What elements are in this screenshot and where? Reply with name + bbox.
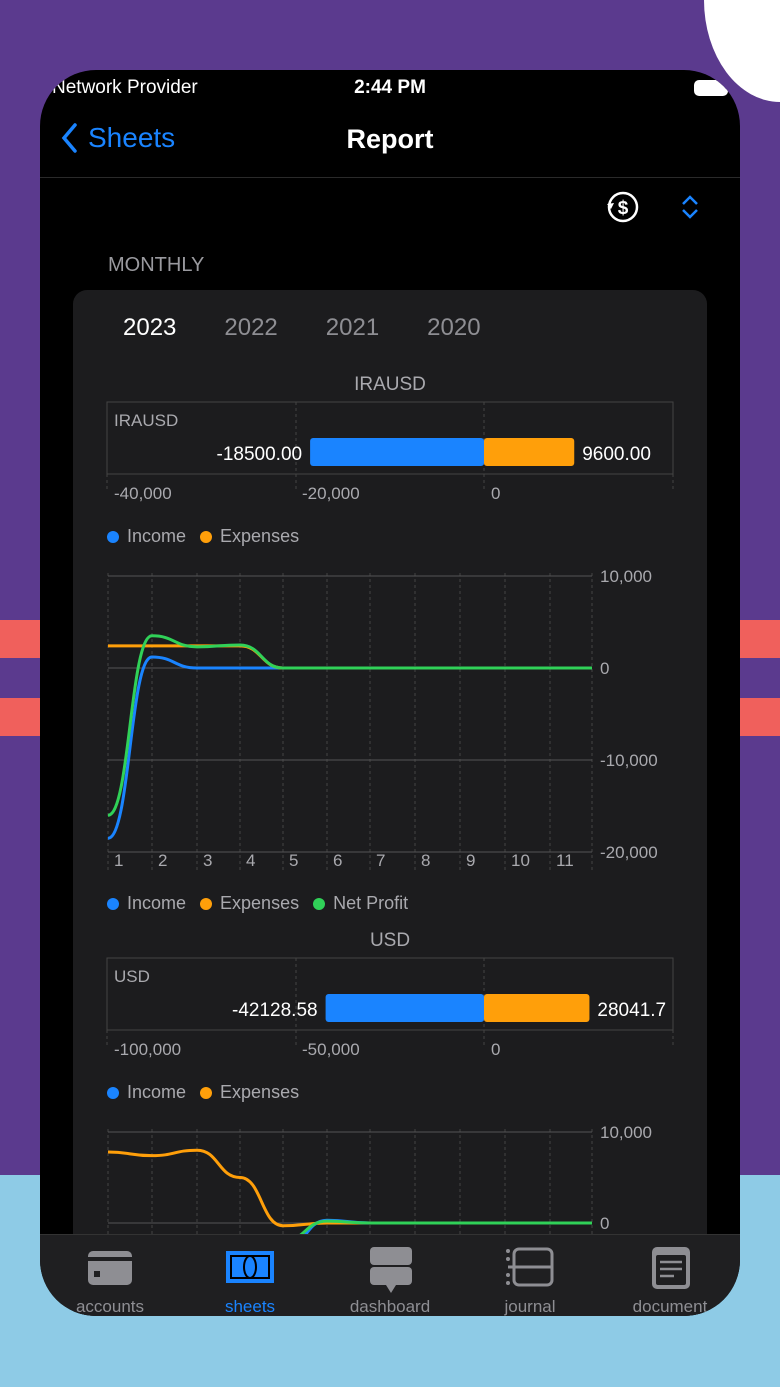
dashboard-icon xyxy=(370,1247,412,1293)
navigation-bar: Sheets Report xyxy=(40,106,740,178)
year-tab[interactable]: 2021 xyxy=(325,314,380,341)
axis-tick-label: -40,000 xyxy=(114,484,172,503)
back-button[interactable]: Sheets xyxy=(60,122,175,154)
tab-label: document xyxy=(632,1297,708,1316)
clock: 2:44 PM xyxy=(354,77,426,98)
section-header: MONTHLY xyxy=(108,254,205,276)
document-icon xyxy=(652,1247,690,1289)
year-tab[interactable]: 2023 xyxy=(123,314,177,341)
legend-expenses: Expenses xyxy=(200,526,299,547)
bar-expenses xyxy=(484,994,590,1022)
axis-tick-label: 0 xyxy=(491,484,500,503)
y-tick-label: 10,000 xyxy=(600,1123,652,1142)
year-selector: 2023 2022 2021 2020 xyxy=(123,314,481,342)
value-label-expenses: 9600.00 xyxy=(582,444,651,465)
tab-document[interactable]: document xyxy=(605,1235,735,1316)
year-tab[interactable]: 2020 xyxy=(427,314,481,341)
x-tick-label: 1 xyxy=(114,851,123,870)
series-line-expenses xyxy=(107,1148,592,1228)
axis-tick-label: -100,000 xyxy=(114,1040,181,1059)
x-tick-label: 4 xyxy=(246,851,255,870)
axis-tick-label: 0 xyxy=(491,1040,500,1059)
axis-tick-label: -20,000 xyxy=(302,484,360,503)
tab-label: accounts xyxy=(75,1297,145,1316)
x-tick-label: 11 xyxy=(556,851,574,870)
x-tick-label: 8 xyxy=(421,851,430,870)
tab-label: sheets xyxy=(224,1297,276,1316)
y-tick-label: 0 xyxy=(600,659,609,678)
legend: Income Expenses xyxy=(107,1082,299,1103)
currency-refresh-icon[interactable]: $ xyxy=(606,190,640,224)
value-label-income: -18500.00 xyxy=(217,444,303,465)
y-tick-label: -20,000 xyxy=(600,843,658,862)
report-card: 2023 2022 2021 2020 IRAUSD IRAUSD -18500.… xyxy=(73,290,707,1316)
y-tick-label: 0 xyxy=(600,1214,609,1233)
value-label-income: -42128.58 xyxy=(232,1000,318,1021)
series-line-net-profit xyxy=(282,1219,592,1243)
chevron-up-down-icon[interactable] xyxy=(680,194,700,220)
legend-income: Income xyxy=(107,893,186,914)
battery-icon xyxy=(694,80,728,96)
series-line-income xyxy=(107,655,592,840)
legend-income: Income xyxy=(107,1082,186,1103)
legend-net-profit: Net Profit xyxy=(313,893,408,914)
svg-text:$: $ xyxy=(618,198,629,219)
tab-accounts[interactable]: accounts xyxy=(45,1235,175,1316)
carrier: Network Provider xyxy=(52,77,198,98)
legend-expenses: Expenses xyxy=(200,1082,299,1103)
line-chart-irausd: 10,000 0 -10,000 -20,000 1 2 3 4 5 6 7 8 9 10 11 xyxy=(107,567,658,873)
status-bar: Network Provider 2:44 PM xyxy=(40,70,740,106)
legend: Income Expenses xyxy=(107,526,299,547)
category-label: USD xyxy=(114,967,150,986)
year-tab[interactable]: 2022 xyxy=(224,314,278,341)
x-tick-label: 7 xyxy=(376,851,385,870)
card-icon xyxy=(88,1251,132,1285)
tab-dashboard[interactable]: dashboard xyxy=(325,1235,455,1316)
chart-title: IRAUSD xyxy=(354,374,426,395)
bar-income xyxy=(310,438,484,466)
bar-chart-usd: USD -42128.58 28041.7 -100,000 -50,000 0 xyxy=(106,957,674,1059)
legend: Income Expenses Net Profit xyxy=(107,893,408,914)
y-tick-label: 10,000 xyxy=(600,567,652,586)
phone-screen: Network Provider 2:44 PM Sheets Report $… xyxy=(40,70,740,1316)
x-tick-label: 5 xyxy=(289,851,298,870)
tab-label: dashboard xyxy=(349,1297,431,1316)
legend-income: Income xyxy=(107,526,186,547)
tab-label: journal xyxy=(504,1297,556,1316)
sheets-icon xyxy=(226,1251,274,1283)
page-title: Report xyxy=(346,124,434,154)
tab-bar: accounts sheets dashboard journal document xyxy=(40,1234,740,1316)
axis-tick-label: -50,000 xyxy=(302,1040,360,1059)
back-label: Sheets xyxy=(88,122,176,153)
series-line-net-profit xyxy=(107,634,592,817)
x-tick-label: 3 xyxy=(203,851,212,870)
journal-icon xyxy=(506,1247,554,1287)
x-tick-label: 9 xyxy=(466,851,475,870)
x-tick-label: 6 xyxy=(333,851,342,870)
x-tick-label: 2 xyxy=(158,851,167,870)
bar-income xyxy=(325,994,484,1022)
legend-expenses: Expenses xyxy=(200,893,299,914)
category-label: IRAUSD xyxy=(114,411,178,430)
bar-chart-irausd: IRAUSD -18500.00 9600.00 -40,000 -20,000 0 xyxy=(106,401,674,503)
chart-title: USD xyxy=(369,930,411,951)
bar-expenses xyxy=(484,438,575,466)
chevron-left-icon xyxy=(61,123,77,153)
x-tick-label: 10 xyxy=(511,851,530,870)
tab-journal[interactable]: journal xyxy=(465,1235,595,1316)
y-tick-label: -10,000 xyxy=(600,751,658,770)
value-label-expenses: 28041.7 xyxy=(597,1000,666,1021)
tab-sheets[interactable]: sheets xyxy=(185,1235,315,1316)
